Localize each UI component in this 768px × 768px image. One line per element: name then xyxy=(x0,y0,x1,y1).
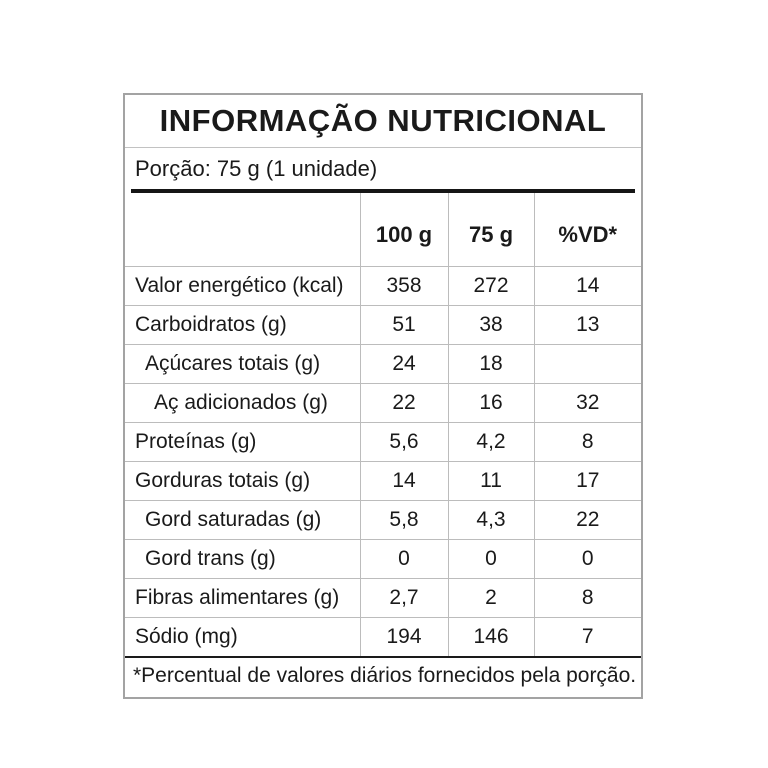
value-vd: 32 xyxy=(533,383,641,423)
nutrient-label: Gord trans (g) xyxy=(145,547,276,570)
nutrient-row: Fibras alimentares (g) 2,7 2 8 xyxy=(125,578,641,618)
nutrient-label: Açúcares totais (g) xyxy=(145,352,321,375)
nutrient-row: Proteínas (g) 5,6 4,2 8 xyxy=(125,422,641,462)
value-75g: 146 xyxy=(447,617,534,656)
value-vd: 13 xyxy=(533,305,641,345)
panel-title: INFORMAÇÃO NUTRICIONAL xyxy=(125,95,641,148)
serving-size-text: Porção: 75 g (1 unidade) xyxy=(135,155,378,181)
header-col-75g: 75 g xyxy=(447,193,534,267)
value-75g: 11 xyxy=(447,461,534,501)
value-75g: 272 xyxy=(447,266,534,306)
nutrition-table-body: Valor energético (kcal) 358 272 14 Carboidra… xyxy=(125,266,641,656)
nutrient-row: Açúcares totais (g) 24 18 xyxy=(125,344,641,384)
value-100g: 2,7 xyxy=(359,578,448,618)
value-75g: 18 xyxy=(447,344,534,384)
nutrient-row: Carboidratos (g) 51 38 13 xyxy=(125,305,641,345)
nutrient-label: Valor energético (kcal) xyxy=(135,274,344,297)
value-100g: 5,8 xyxy=(359,500,448,540)
nutrient-row: Gord saturadas (g) 5,8 4,3 22 xyxy=(125,500,641,540)
nutrient-row: Gord trans (g) 0 0 0 xyxy=(125,539,641,579)
value-vd: 8 xyxy=(533,422,641,462)
value-75g: 38 xyxy=(447,305,534,345)
value-vd: 17 xyxy=(533,461,641,501)
value-vd xyxy=(533,344,641,384)
value-100g: 51 xyxy=(359,305,448,345)
nutrient-row: Sódio (mg) 194 146 7 xyxy=(125,617,641,656)
value-100g: 194 xyxy=(359,617,448,656)
nutrient-label: Aç adicionados (g) xyxy=(154,391,328,414)
value-75g: 4,2 xyxy=(447,422,534,462)
value-100g: 0 xyxy=(359,539,448,579)
value-75g: 2 xyxy=(447,578,534,618)
nutrient-row: Gorduras totais (g) 14 11 17 xyxy=(125,461,641,501)
nutrient-row: Aç adicionados (g) 22 16 32 xyxy=(125,383,641,423)
value-vd: 8 xyxy=(533,578,641,618)
value-100g: 22 xyxy=(359,383,448,423)
header-col-100g: 100 g xyxy=(359,193,448,267)
table-header-row: 100 g 75 g %VD* xyxy=(125,193,641,267)
daily-value-footnote: *Percentual de valores diários fornecido… xyxy=(125,656,641,697)
nutrient-label: Fibras alimentares (g) xyxy=(135,586,340,609)
value-vd: 22 xyxy=(533,500,641,540)
value-75g: 4,3 xyxy=(447,500,534,540)
value-100g: 14 xyxy=(359,461,448,501)
nutrient-label: Gord saturadas (g) xyxy=(145,508,322,531)
value-100g: 24 xyxy=(359,344,448,384)
heavy-divider xyxy=(131,189,635,193)
header-blank-cell xyxy=(125,193,360,267)
value-75g: 0 xyxy=(447,539,534,579)
nutrient-label: Gorduras totais (g) xyxy=(135,469,311,492)
value-vd: 0 xyxy=(533,539,641,579)
nutrition-table: 100 g 75 g %VD* Valor energético (kcal) 3… xyxy=(125,193,641,656)
header-col-vd: %VD* xyxy=(533,193,641,267)
value-75g: 16 xyxy=(447,383,534,423)
value-100g: 5,6 xyxy=(359,422,448,462)
nutrient-label: Sódio (mg) xyxy=(135,625,238,648)
value-vd: 14 xyxy=(533,266,641,306)
value-vd: 7 xyxy=(533,617,641,656)
nutrient-label: Proteínas (g) xyxy=(135,430,257,453)
nutrient-label: Carboidratos (g) xyxy=(135,313,287,336)
nutrient-row: Valor energético (kcal) 358 272 14 xyxy=(125,266,641,306)
value-100g: 358 xyxy=(359,266,448,306)
nutrition-facts-panel: INFORMAÇÃO NUTRICIONAL Porção: 75 g (1 u… xyxy=(123,93,643,699)
